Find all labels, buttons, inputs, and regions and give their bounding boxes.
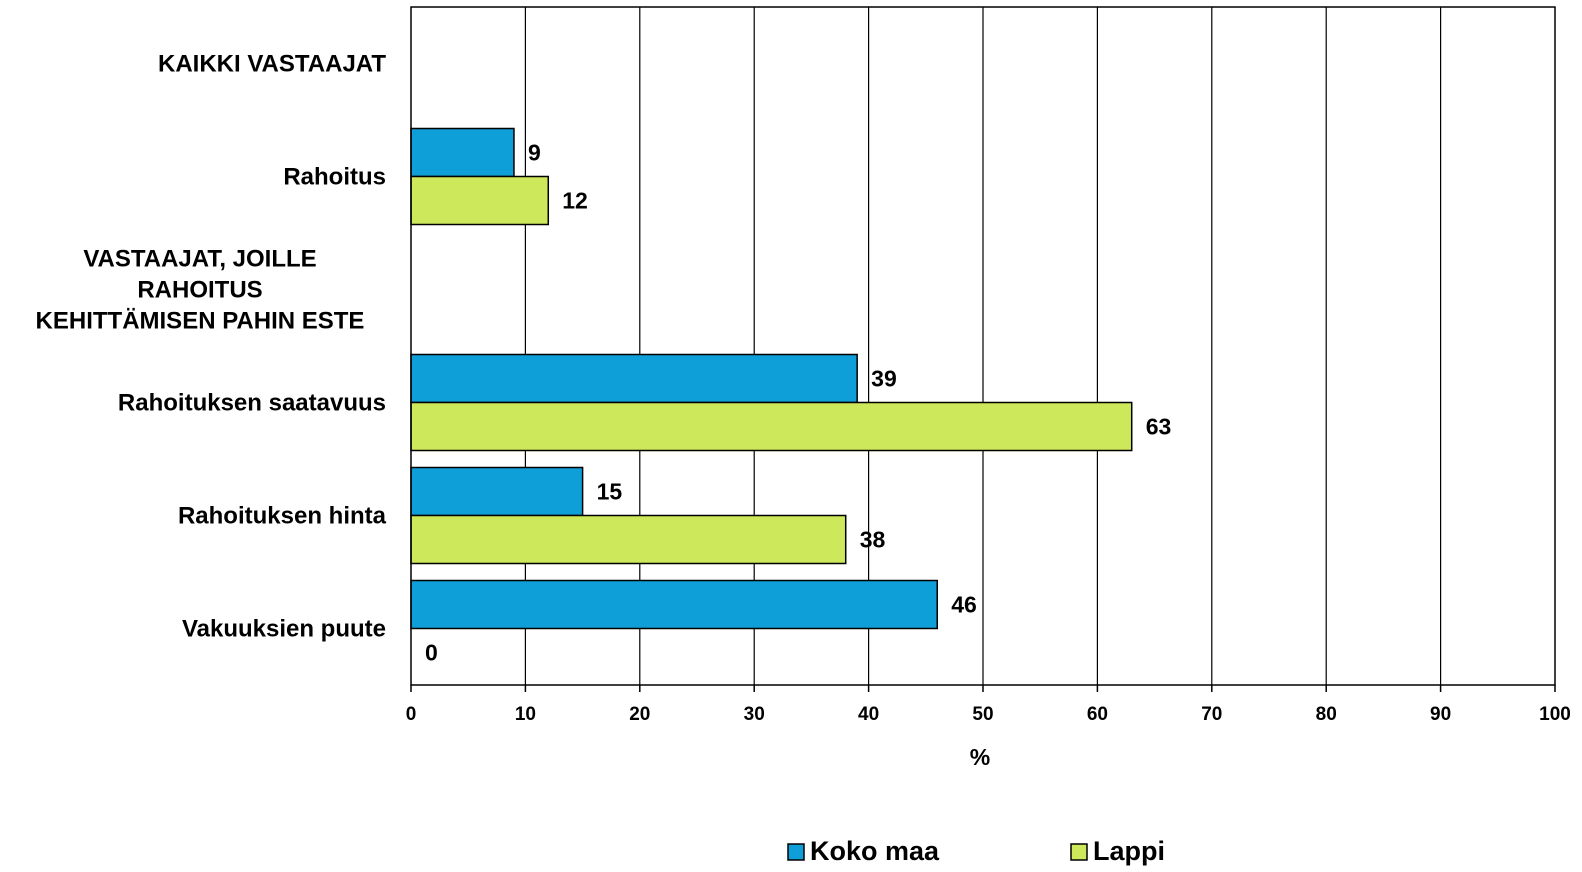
value-label: 0 <box>425 640 438 666</box>
x-tick-label: 80 <box>1316 704 1337 725</box>
legend: Koko maa Lappi <box>787 836 1165 866</box>
category-label: Vakuuksien puute <box>182 616 386 643</box>
legend-label-koko-maa: Koko maa <box>810 836 940 866</box>
x-tick-labels: 0 10 20 30 40 50 60 70 80 90 100 <box>406 704 1571 725</box>
x-tick-label: 0 <box>406 704 417 725</box>
category-label: Rahoitus <box>283 164 386 191</box>
category-labels: KAIKKI VASTAAJAT Rahoitus VASTAAJAT, JOILL… <box>36 51 387 643</box>
bar-koko-maa <box>410 579 938 630</box>
bar-koko-maa <box>410 466 584 517</box>
x-tick-label: 20 <box>629 704 650 725</box>
x-tick-label: 100 <box>1539 704 1571 725</box>
value-label: 9 <box>528 140 541 166</box>
bar-lappi <box>410 175 550 226</box>
value-label: 12 <box>562 188 588 214</box>
value-label: 39 <box>871 366 897 392</box>
x-tick-label: 40 <box>858 704 879 725</box>
legend-swatch-lappi <box>1070 843 1088 861</box>
bars <box>410 127 1133 630</box>
bar-koko-maa <box>410 353 858 404</box>
category-label: Rahoituksen hinta <box>178 503 387 530</box>
bar-koko-maa <box>410 127 515 178</box>
x-tick-label: 70 <box>1201 704 1222 725</box>
x-tick-label: 60 <box>1087 704 1108 725</box>
bar-lappi <box>410 401 1133 452</box>
x-tick-label: 30 <box>744 704 765 725</box>
category-label: VASTAAJAT, JOILLE RAHOITUS KEHITTÄMISEN PA… <box>36 246 365 335</box>
category-label: KAIKKI VASTAAJAT <box>158 51 386 78</box>
x-tick-label: 50 <box>972 704 993 725</box>
gridlines <box>524 7 1442 685</box>
legend-swatch-koko-maa <box>787 843 805 861</box>
value-label: 63 <box>1146 414 1172 440</box>
bar-lappi <box>410 514 847 565</box>
x-tick-label: 90 <box>1430 704 1451 725</box>
category-label: Rahoituksen saatavuus <box>118 390 386 417</box>
value-labels: 9 12 39 63 15 38 46 0 <box>425 140 1171 666</box>
value-label: 38 <box>860 527 886 553</box>
x-axis-label: % <box>970 744 990 770</box>
x-tick-label: 10 <box>515 704 536 725</box>
legend-label-lappi: Lappi <box>1093 836 1165 866</box>
plot-frame <box>410 6 1556 692</box>
value-label: 15 <box>597 479 623 505</box>
value-label: 46 <box>951 592 977 618</box>
